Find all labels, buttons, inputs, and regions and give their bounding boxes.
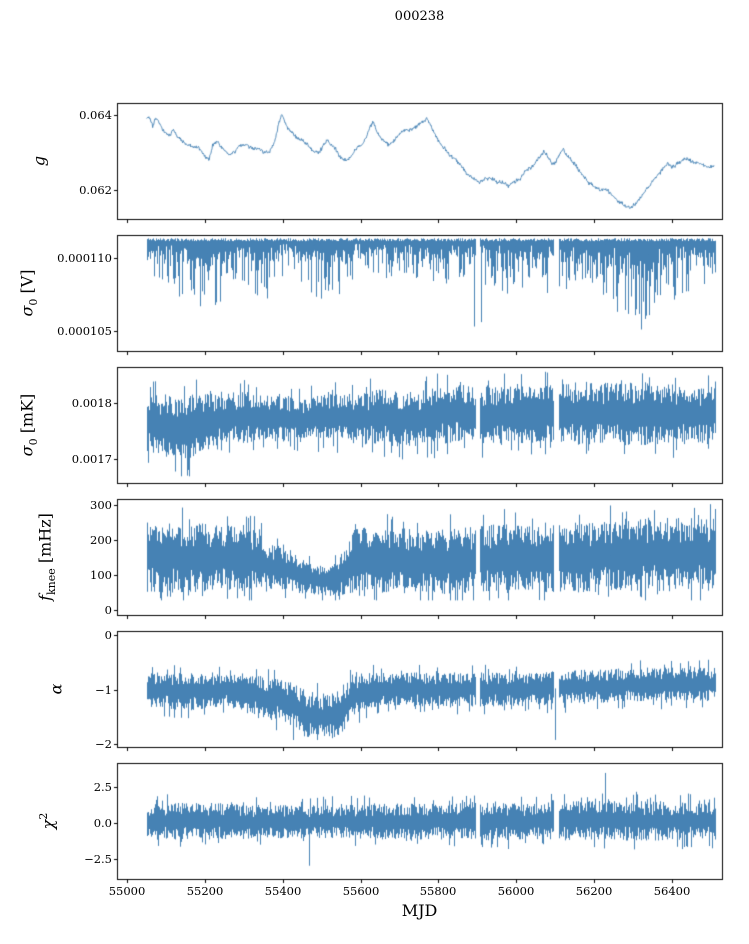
y-tick-label: 0 bbox=[104, 628, 112, 642]
y-tick-label: 0.064 bbox=[79, 108, 112, 122]
chart-title: 000238 bbox=[394, 9, 445, 24]
y-tick-label: 0.0 bbox=[93, 816, 112, 830]
x-tick-label: 56200 bbox=[575, 884, 613, 898]
y-tick-label: 0.000105 bbox=[57, 324, 112, 338]
y-axis-label-sub: 0 bbox=[26, 298, 40, 306]
y-tick-label: 0.0018 bbox=[71, 396, 112, 410]
y-tick-label: 200 bbox=[90, 533, 112, 547]
y-tick-label: 0.000110 bbox=[57, 251, 112, 265]
x-tick-label: 55600 bbox=[342, 884, 380, 898]
y-axis-label-main: f bbox=[35, 594, 55, 601]
y-tick-label: −1 bbox=[95, 683, 112, 697]
y-tick-label: 2.5 bbox=[93, 780, 112, 794]
y-axis-label-main: σ bbox=[17, 305, 37, 317]
y-tick-label: −2 bbox=[95, 737, 112, 751]
y-tick-label: 0.0017 bbox=[71, 452, 112, 466]
x-axis-label: MJD bbox=[401, 901, 438, 920]
x-tick-label: 55200 bbox=[186, 884, 224, 898]
y-tick-label: −2.5 bbox=[84, 852, 112, 866]
y-tick-label: 100 bbox=[90, 568, 112, 582]
y-axis-label-fknee: fknee [mHz] bbox=[34, 513, 58, 601]
y-axis-label-unit: [V] bbox=[17, 269, 37, 299]
y-axis-label-sigma0-v: σ0 [V] bbox=[16, 269, 40, 316]
y-tick-label: 0 bbox=[104, 603, 112, 617]
y-axis-label-g: g bbox=[28, 156, 52, 166]
x-tick-label: 55400 bbox=[264, 884, 302, 898]
x-tick-label: 55000 bbox=[108, 884, 146, 898]
x-tick-label: 55800 bbox=[419, 884, 457, 898]
y-axis-label-main: g bbox=[29, 155, 49, 167]
x-tick-label: 56000 bbox=[497, 884, 535, 898]
x-tick-label: 56400 bbox=[653, 884, 691, 898]
y-tick-label: 300 bbox=[90, 498, 112, 512]
y-tick-label: 0.062 bbox=[79, 183, 112, 197]
y-axis-label-sub: 0 bbox=[26, 438, 40, 446]
